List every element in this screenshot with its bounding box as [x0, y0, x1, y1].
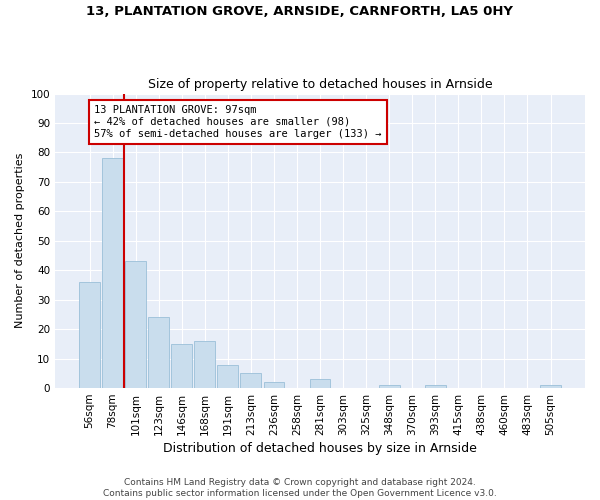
X-axis label: Distribution of detached houses by size in Arnside: Distribution of detached houses by size …	[163, 442, 477, 455]
Bar	[148, 318, 169, 388]
Bar	[241, 374, 261, 388]
Bar	[172, 344, 192, 388]
Text: 13 PLANTATION GROVE: 97sqm
← 42% of detached houses are smaller (98)
57% of semi: 13 PLANTATION GROVE: 97sqm ← 42% of deta…	[94, 106, 382, 138]
Bar	[379, 385, 400, 388]
Bar	[540, 385, 561, 388]
Bar	[263, 382, 284, 388]
Bar	[125, 262, 146, 388]
Bar	[79, 282, 100, 388]
Bar	[217, 364, 238, 388]
Y-axis label: Number of detached properties: Number of detached properties	[15, 153, 25, 328]
Title: Size of property relative to detached houses in Arnside: Size of property relative to detached ho…	[148, 78, 493, 91]
Bar	[310, 379, 331, 388]
Bar	[425, 385, 446, 388]
Text: Contains HM Land Registry data © Crown copyright and database right 2024.
Contai: Contains HM Land Registry data © Crown c…	[103, 478, 497, 498]
Bar	[194, 341, 215, 388]
Text: 13, PLANTATION GROVE, ARNSIDE, CARNFORTH, LA5 0HY: 13, PLANTATION GROVE, ARNSIDE, CARNFORTH…	[86, 5, 514, 18]
Bar	[102, 158, 123, 388]
